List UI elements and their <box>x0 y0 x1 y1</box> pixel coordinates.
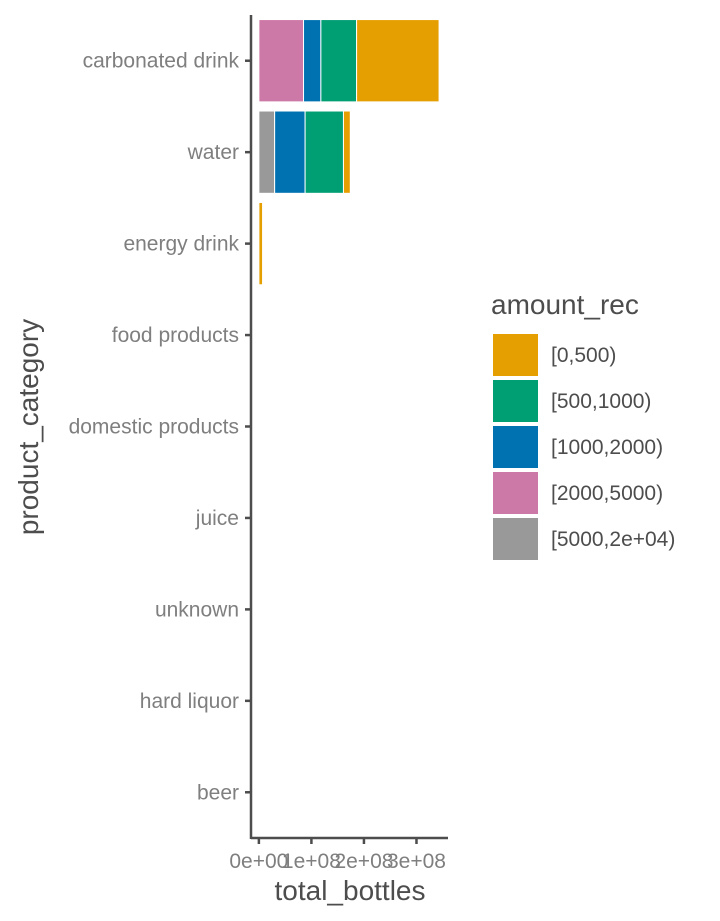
bar-segment <box>304 110 344 194</box>
legend: [0,500) [500,1000) [1000,2000) [2000,5000) [… <box>493 334 675 560</box>
legend-label: [2000,5000) <box>551 482 663 505</box>
legend-label: [1000,2000) <box>551 436 663 459</box>
y-tick-label: unknown <box>155 598 239 621</box>
x-tick-label: 0e+00 <box>229 850 288 873</box>
y-tick-label: food products <box>112 324 239 347</box>
x-tick-label: 3e+08 <box>387 850 446 873</box>
legend-swatch <box>493 518 538 560</box>
bar-segment <box>258 293 261 377</box>
y-tick-label: hard liquor <box>140 690 239 713</box>
bar-layer <box>258 19 440 377</box>
bar-segment <box>258 110 276 194</box>
y-tick-label: carbonated drink <box>83 50 240 73</box>
y-tick-label: juice <box>195 507 239 530</box>
bar-segment <box>274 110 306 194</box>
legend-title: amount_rec <box>491 289 639 320</box>
bar-segment <box>258 19 305 103</box>
legend-label: [500,1000) <box>551 390 651 413</box>
legend-label: [0,500) <box>551 344 616 367</box>
bar-segment <box>342 110 351 194</box>
y-tick-label: beer <box>197 781 239 804</box>
bar-segment <box>356 19 440 103</box>
x-tick-label: 2e+08 <box>334 850 393 873</box>
y-axis-title: product_category <box>13 319 44 535</box>
x-tick-label: 1e+08 <box>282 850 341 873</box>
y-axis-ticks: carbonated drink water energy drink food pr… <box>69 50 251 804</box>
y-tick-label: energy drink <box>123 233 239 256</box>
y-tick-label: water <box>187 141 239 164</box>
legend-swatch <box>493 380 538 422</box>
legend-swatch <box>493 426 538 468</box>
bar-segment <box>258 201 264 286</box>
legend-swatch <box>493 472 538 514</box>
y-tick-label: domestic products <box>69 416 239 439</box>
legend-swatch <box>493 334 538 376</box>
bar-segment <box>303 19 322 103</box>
x-axis-title: total_bottles <box>275 875 426 906</box>
bar-segment <box>320 19 358 103</box>
legend-label: [5000,2e+04) <box>551 528 675 551</box>
